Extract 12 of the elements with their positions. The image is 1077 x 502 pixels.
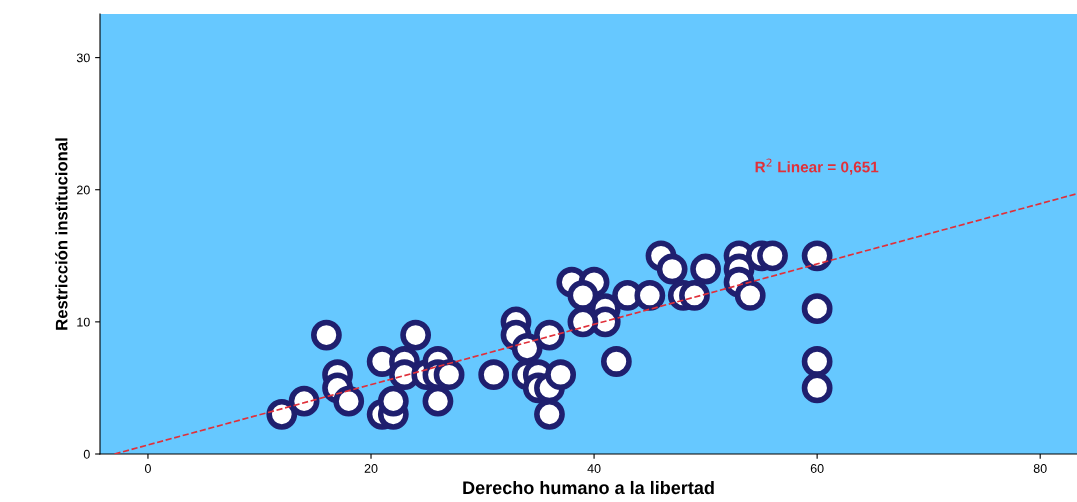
x-tick-label: 60 — [810, 464, 824, 473]
y-tick-label: 20 — [77, 185, 90, 195]
y-tick-label: 0 — [83, 449, 90, 459]
y-tick-label: 30 — [76, 53, 90, 63]
x-axis-title: Derecho humano a la libertad — [463, 480, 714, 495]
y-axis-title: Restricción institucional — [55, 138, 68, 330]
x-tick-label: 20 — [364, 464, 378, 473]
x-tick-label: 40 — [587, 464, 601, 473]
x-tick-label: 0 — [144, 464, 151, 473]
x-tick-label: 80 — [1033, 464, 1047, 473]
y-tick-label: 10 — [77, 317, 90, 327]
annotation: R$^{2}$ Linear = 0,651 — [755, 158, 879, 175]
